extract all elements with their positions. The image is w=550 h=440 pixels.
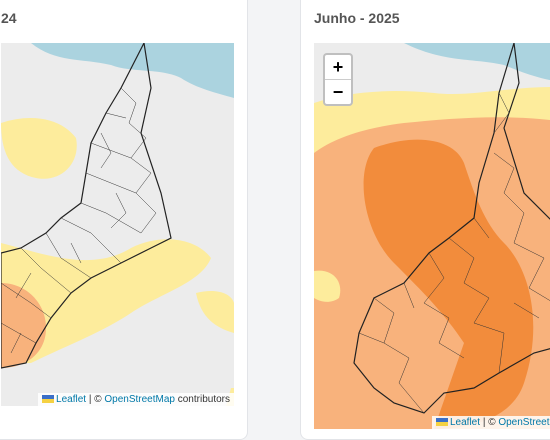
municipal-borders bbox=[1, 87, 157, 354]
leaflet-link[interactable]: Leaflet bbox=[450, 417, 481, 428]
flag-icon bbox=[42, 395, 55, 403]
map[interactable]: Leaflet | © OpenStreetMap contributors bbox=[1, 43, 234, 406]
zone-yellow bbox=[1, 118, 77, 179]
card: Junho - 2025 + − Leaflet | © OpenStreetM… bbox=[300, 0, 550, 440]
card: 24 Leaflet | © OpenStreetMap contributor… bbox=[0, 0, 248, 440]
zone-dark-orange bbox=[363, 139, 534, 429]
map-layer bbox=[314, 43, 550, 429]
zone-yellow bbox=[314, 270, 341, 302]
sea bbox=[404, 43, 550, 81]
map[interactable]: + − Leaflet | © OpenStreetMap bbox=[314, 43, 550, 429]
attribution: Leaflet | © OpenStreetMap contributors bbox=[38, 393, 234, 406]
municipal-borders bbox=[358, 92, 550, 414]
zone-yellow bbox=[1, 239, 211, 363]
zoom-out[interactable]: − bbox=[325, 79, 351, 104]
card-title: 24 bbox=[1, 10, 17, 26]
map-layer bbox=[1, 43, 234, 406]
leaflet-link[interactable]: Leaflet bbox=[56, 394, 87, 405]
zoom-in[interactable]: + bbox=[332, 57, 344, 77]
zone-yellow bbox=[196, 291, 234, 333]
zoom-control: + − bbox=[323, 53, 353, 106]
separator: | © bbox=[482, 417, 496, 428]
flag-icon bbox=[436, 418, 448, 426]
osm-link[interactable]: OpenStreetMap bbox=[498, 417, 550, 428]
state-border bbox=[1, 43, 172, 369]
osm-link[interactable]: OpenStreetMap bbox=[104, 394, 175, 405]
attribution-suffix: contributors bbox=[177, 394, 230, 405]
card-title: Junho - 2025 bbox=[314, 10, 400, 26]
separator: | © bbox=[88, 394, 102, 405]
sea bbox=[31, 43, 234, 98]
attribution: Leaflet | © OpenStreetMap bbox=[432, 416, 550, 429]
